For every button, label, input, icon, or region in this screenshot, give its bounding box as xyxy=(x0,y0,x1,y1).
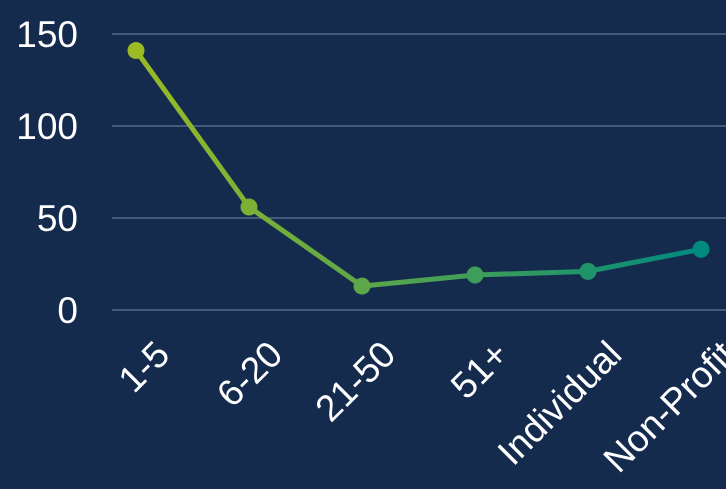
data-point-individual xyxy=(579,262,597,280)
y-tick-label-150: 150 xyxy=(16,14,78,55)
data-point-non-profit xyxy=(692,240,710,258)
x-tick-label-21-50: 21-50 xyxy=(307,333,403,429)
gridlines xyxy=(112,33,726,311)
series-line-layer xyxy=(133,48,704,289)
data-point-21-50 xyxy=(353,277,371,295)
x-tick-label-51-: 51+ xyxy=(443,333,516,406)
data-points xyxy=(127,42,710,295)
y-axis-tick-labels: 0 50 100 150 xyxy=(16,14,78,331)
data-point-51- xyxy=(466,266,484,284)
y-tick-label-50: 50 xyxy=(37,198,78,239)
series-line xyxy=(133,48,704,289)
x-tick-label-6-20: 6-20 xyxy=(209,333,290,414)
x-tick-label-1-5: 1-5 xyxy=(111,333,178,400)
data-point-6-20 xyxy=(240,198,258,216)
data-point-1-5 xyxy=(127,42,145,60)
y-tick-label-0: 0 xyxy=(57,290,78,331)
y-tick-label-100: 100 xyxy=(16,106,78,147)
